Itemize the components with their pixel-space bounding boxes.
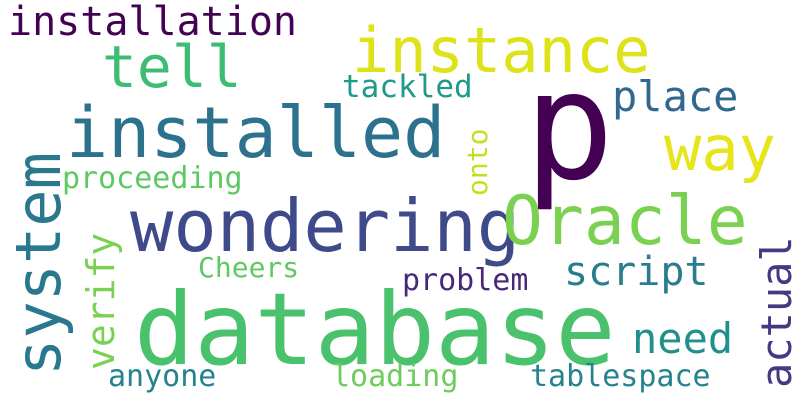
word-actual: actual	[752, 236, 800, 388]
word-verify: verify	[79, 232, 123, 370]
word-installed: installed	[66, 92, 446, 174]
word-oracle: Oracle	[502, 182, 748, 261]
word-installation: installation	[8, 0, 297, 45]
word-tablespace: tablespace	[530, 359, 711, 394]
word-loading: loading	[332, 359, 459, 394]
word-need: need	[632, 314, 734, 363]
word-cheers: Cheers	[198, 251, 300, 284]
word-problem: problem	[402, 263, 529, 298]
word-script: script	[564, 249, 709, 295]
word-tell: tell	[102, 33, 242, 101]
word-tackled: tackled	[342, 69, 473, 105]
word-database: database	[134, 271, 616, 388]
word-system: system	[2, 152, 75, 376]
word-proceeding: proceeding	[62, 161, 243, 196]
word-instance: instance	[352, 14, 651, 87]
word-wondering: wondering	[130, 184, 521, 268]
word-anyone: anyone	[108, 359, 217, 394]
word-place: place	[612, 72, 739, 121]
word-way: way	[664, 112, 776, 185]
word-p: p	[524, 40, 615, 214]
